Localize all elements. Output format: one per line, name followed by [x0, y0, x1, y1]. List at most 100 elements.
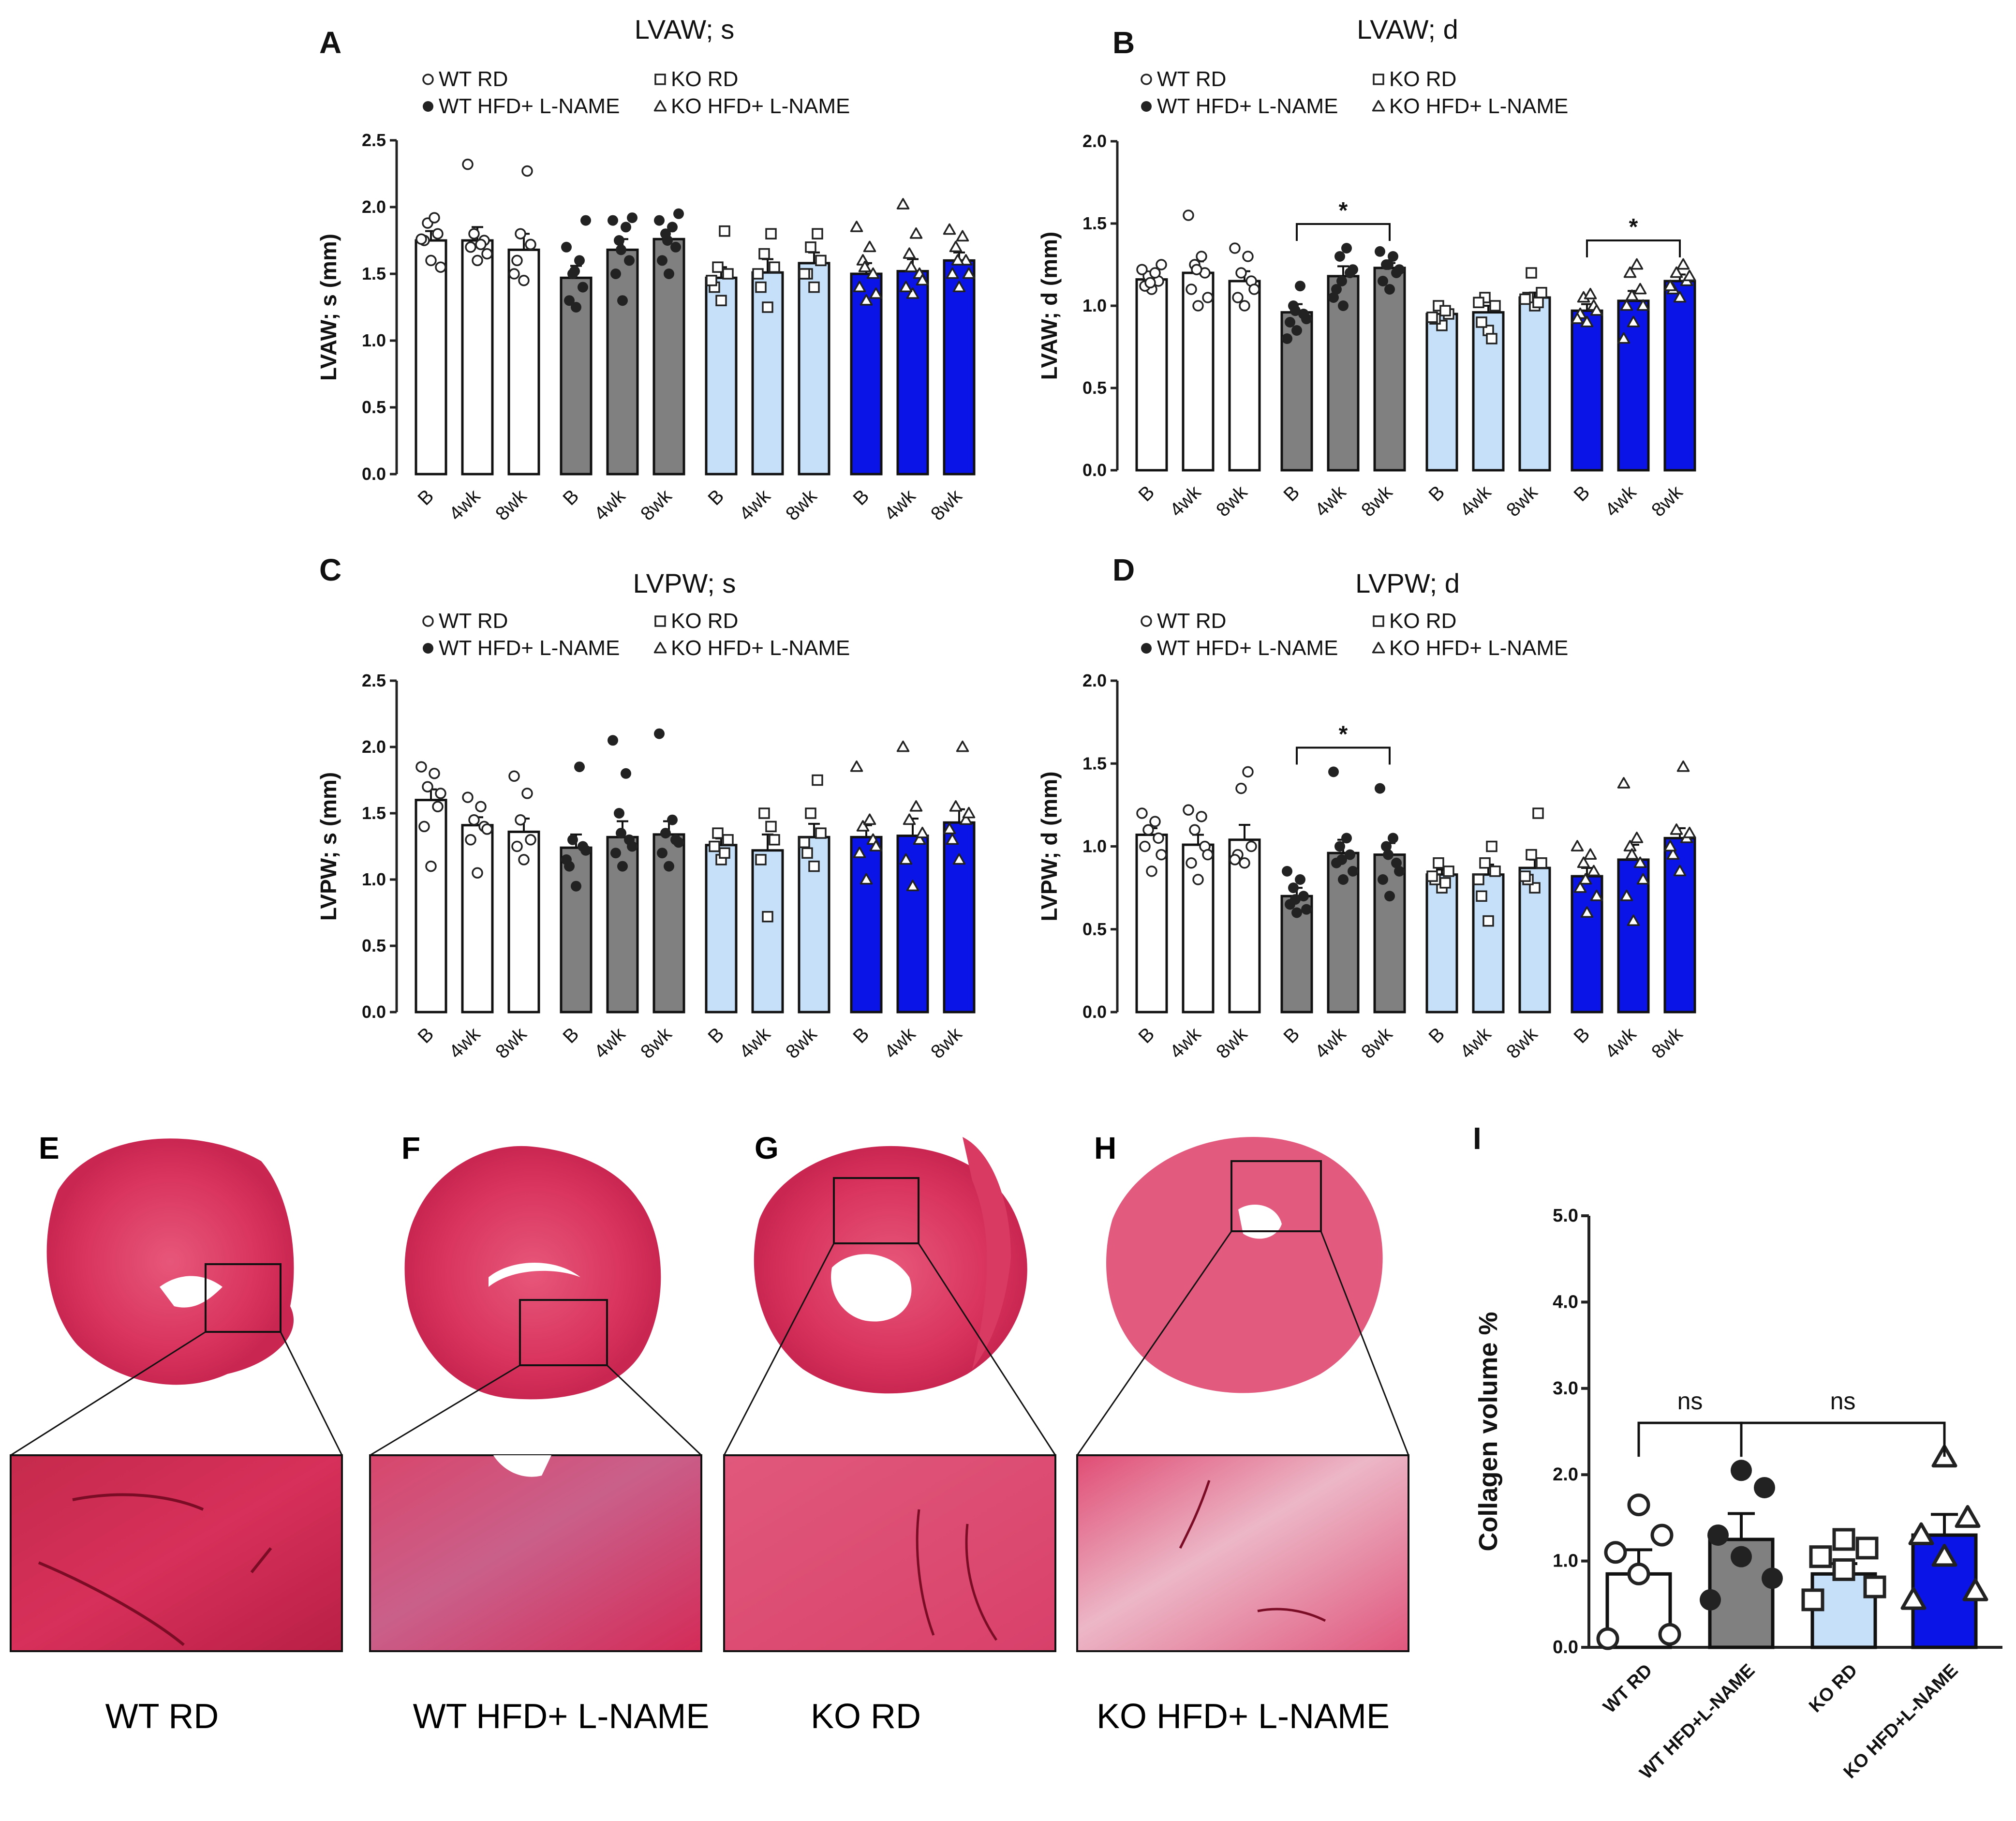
data-point — [1579, 873, 1592, 885]
data-point — [472, 254, 483, 267]
y-tick-label: 1.0 — [362, 869, 386, 889]
data-point — [1242, 766, 1254, 778]
x-tick-label: 4wk — [735, 485, 775, 525]
y-tick-label: 1.5 — [1082, 213, 1107, 233]
legend-marker — [1141, 101, 1152, 112]
bar — [1182, 843, 1215, 1014]
bar — [943, 821, 976, 1014]
data-point — [1832, 1528, 1855, 1551]
legend-label: WT HFD+ L-NAME — [439, 636, 620, 660]
data-point — [1479, 857, 1491, 869]
data-point — [962, 267, 976, 279]
x-tick-label: B — [849, 1023, 873, 1047]
y-tick-label: 5.0 — [1553, 1206, 1578, 1226]
data-point — [1636, 299, 1650, 311]
data-point — [856, 254, 870, 266]
data-point — [949, 800, 963, 812]
data-point — [903, 813, 916, 825]
x-tick-label: B — [414, 485, 438, 509]
data-point — [959, 254, 973, 266]
panel-letter: B — [1112, 25, 1135, 60]
data-point — [465, 834, 476, 846]
data-point — [1394, 866, 1405, 877]
legend-label: WT RD — [1157, 67, 1226, 91]
y-tick-label: 0.0 — [1553, 1637, 1578, 1657]
bar — [1518, 296, 1551, 472]
data-point — [1139, 840, 1151, 852]
data-point — [422, 781, 433, 792]
data-point — [1683, 826, 1696, 838]
data-point — [815, 827, 827, 839]
data-point — [962, 806, 976, 819]
data-point — [664, 269, 674, 279]
x-tick-label: WT HFD+L-NAME — [1636, 1660, 1759, 1783]
data-point — [858, 260, 872, 272]
x-tick-label: 4wk — [1311, 481, 1350, 521]
data-point — [481, 248, 493, 260]
data-point — [1336, 276, 1347, 286]
legend-marker — [1141, 615, 1152, 627]
data-point — [1617, 332, 1631, 344]
data-point — [1142, 824, 1154, 836]
data-point — [580, 845, 591, 856]
data-point — [1338, 874, 1349, 885]
data-point — [511, 840, 523, 852]
legend-label: KO HFD+ L-NAME — [1389, 94, 1568, 118]
data-point — [1573, 881, 1587, 893]
bar — [507, 248, 540, 476]
data-point — [1529, 882, 1541, 894]
legend-marker — [654, 615, 666, 627]
data-point — [1536, 287, 1547, 299]
data-point — [1378, 276, 1388, 286]
data-point — [1232, 292, 1244, 303]
x-tick-label: 8wk — [1647, 481, 1687, 521]
zoom-image-h — [1076, 1454, 1409, 1652]
legend-a: WT RD KO RD WT HFD+ L-NAME KO HFD+ L-NAME — [422, 67, 850, 118]
data-point — [521, 165, 533, 177]
significance-label: ns — [1830, 1388, 1856, 1415]
lumen-f — [489, 1263, 580, 1287]
x-tick-label: 8wk — [782, 1023, 821, 1063]
data-point — [1426, 312, 1438, 323]
data-point — [621, 768, 631, 779]
bar — [415, 239, 447, 476]
legend-label: WT RD — [439, 67, 508, 91]
legend-label: WT HFD+ L-NAME — [1157, 94, 1338, 118]
y-tick-label: 2.0 — [1082, 131, 1107, 151]
zoom-line-g-right — [918, 1243, 1056, 1456]
data-point — [951, 254, 964, 266]
legend-label: KO RD — [671, 609, 738, 633]
data-point — [913, 833, 926, 845]
x-tick-label: KO HFD+L-NAME — [1839, 1660, 1962, 1783]
data-point — [616, 828, 626, 839]
y-tick-label: 1.0 — [1082, 836, 1107, 856]
data-point — [435, 261, 446, 273]
data-point — [1683, 269, 1696, 282]
histology-panel-g: G KO RD — [723, 1131, 1056, 1736]
x-tick-label: B — [704, 485, 728, 509]
data-point — [1235, 267, 1247, 279]
data-point — [1604, 1541, 1627, 1564]
data-point — [462, 791, 474, 803]
x-tick-label: 4wk — [1601, 1023, 1641, 1063]
data-point — [1762, 1567, 1783, 1589]
caption-f: WT HFD+ L-NAME — [413, 1697, 710, 1736]
data-point — [719, 225, 730, 237]
legend-marker — [1141, 643, 1152, 654]
bar — [1617, 299, 1650, 472]
flap-g — [963, 1137, 1011, 1369]
x-tick-label: 4wk — [590, 485, 630, 525]
data-point — [1908, 1522, 1934, 1545]
data-point — [959, 813, 973, 825]
data-point — [1192, 874, 1204, 885]
panel-letter: D — [1112, 552, 1135, 587]
x-tick-label: 4wk — [1456, 1023, 1496, 1063]
legend-marker — [1372, 100, 1385, 112]
data-point — [1670, 823, 1683, 835]
zoom-image-e — [10, 1454, 343, 1652]
data-point — [1627, 1493, 1650, 1517]
data-point — [481, 823, 493, 835]
heart-section-e — [46, 1138, 294, 1385]
